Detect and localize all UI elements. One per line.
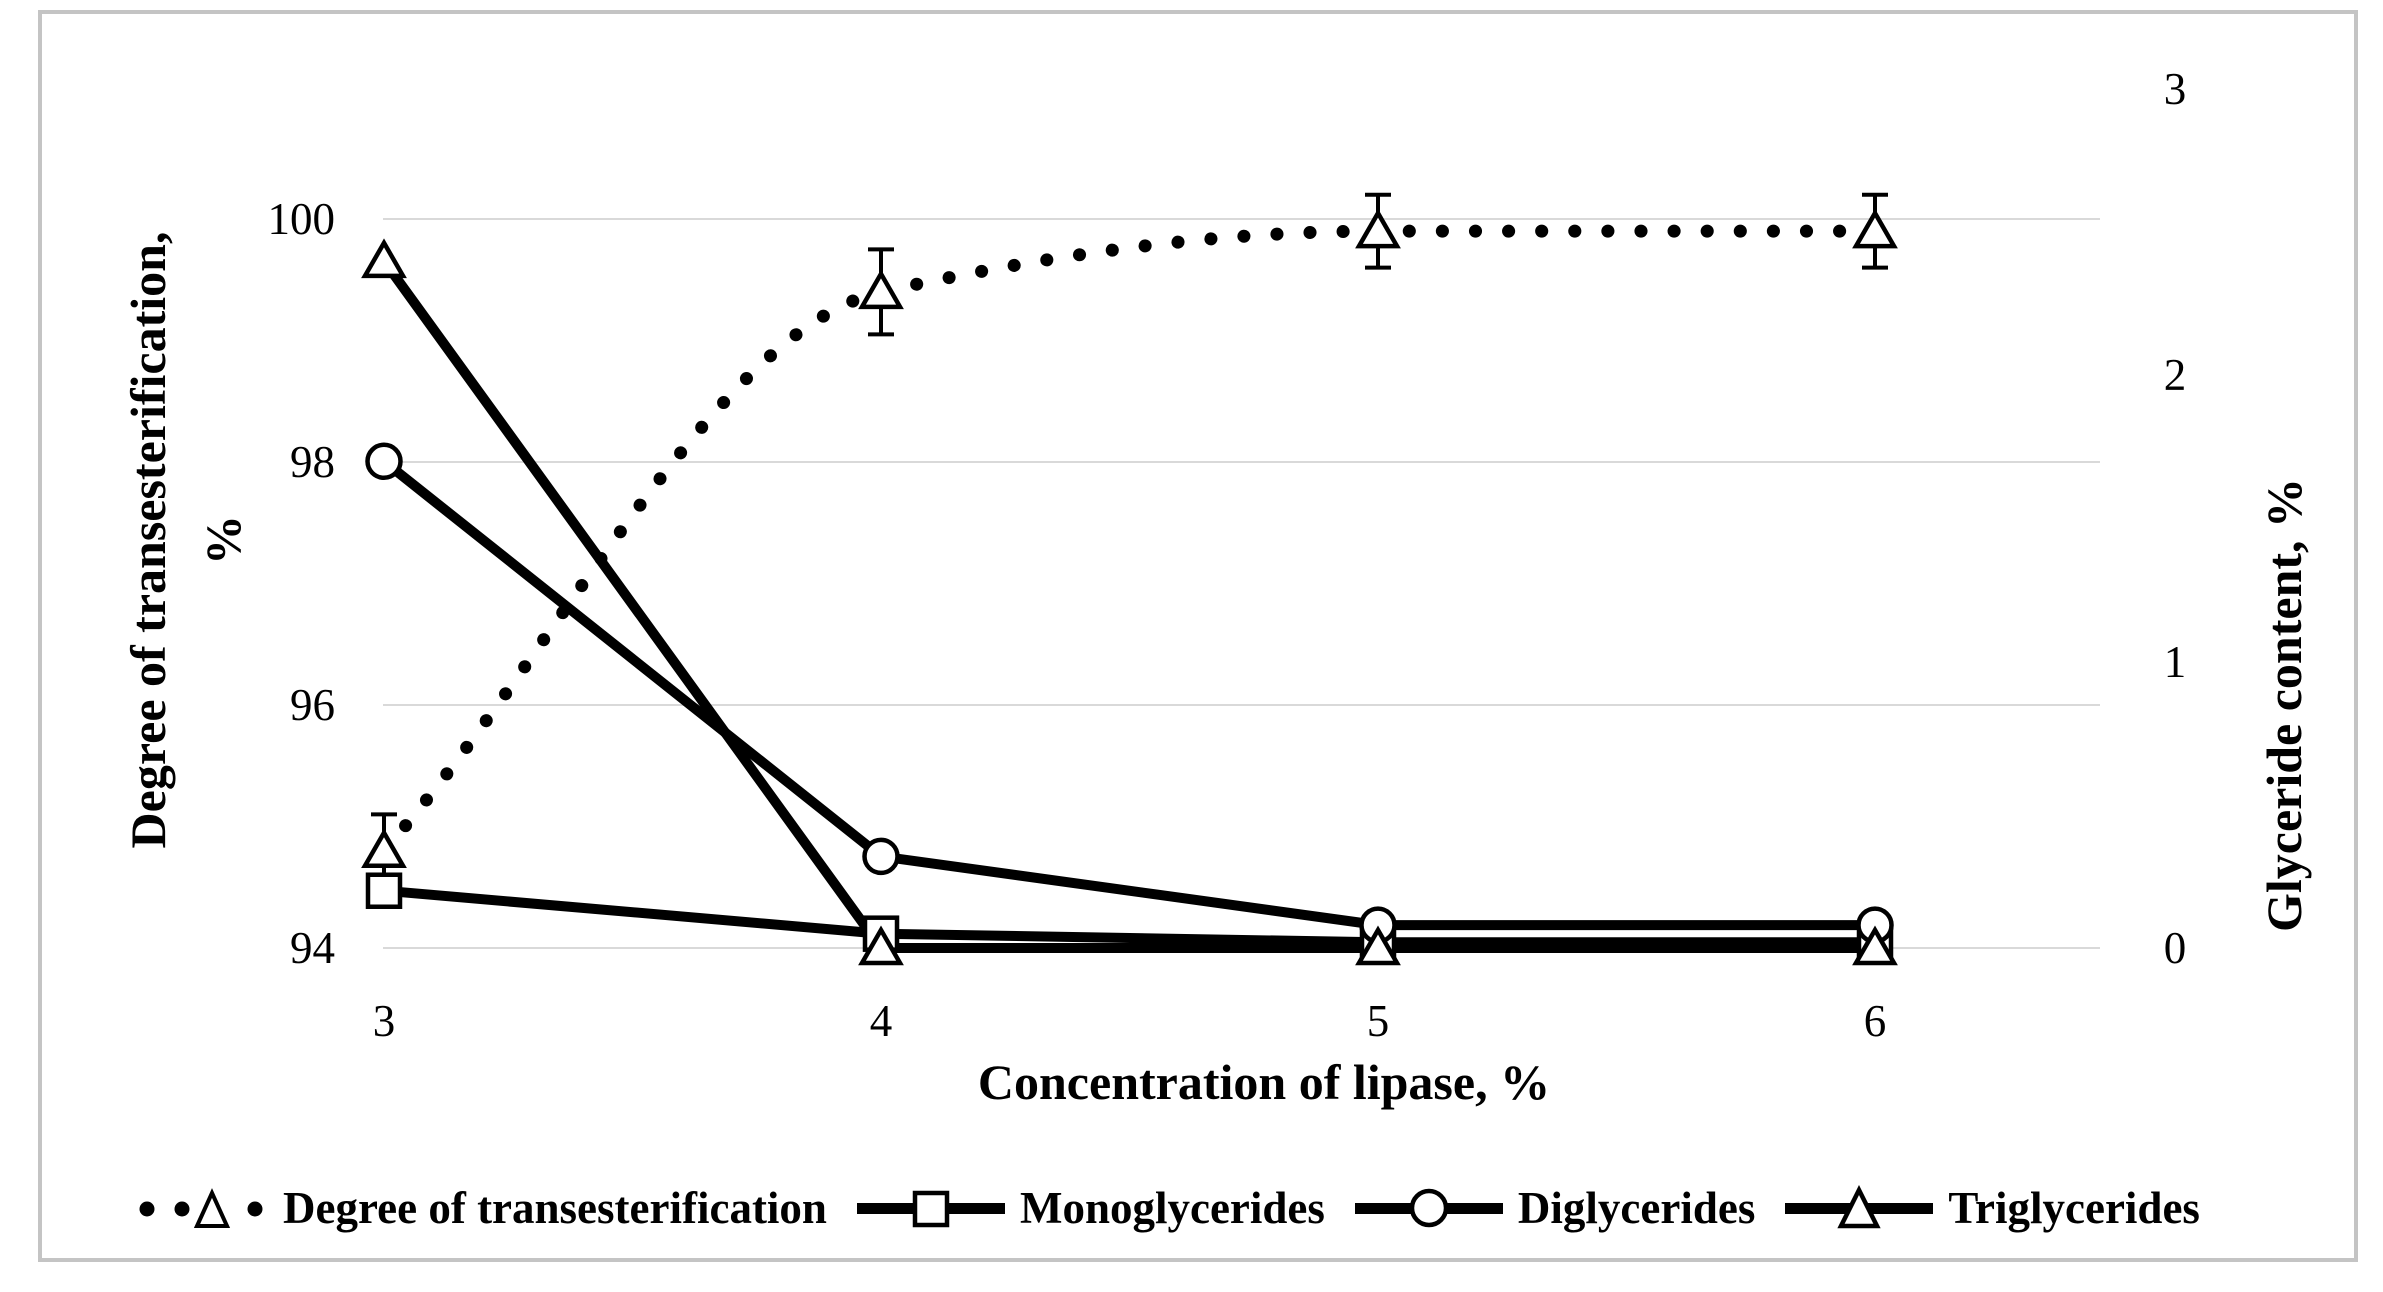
- right-axis-tick-label: 3: [2163, 64, 2187, 115]
- legend-label-diglycerides: Diglycerides: [1517, 1183, 1756, 1233]
- x-axis-tick-label: 3: [372, 996, 396, 1046]
- circle-marker-series-2: [862, 837, 900, 876]
- right-axis-tick-label: 0: [2163, 923, 2187, 973]
- x-axis-tick-label: 5: [1366, 996, 1390, 1046]
- legend-label-degree: Degree of transesterification: [283, 1183, 827, 1233]
- left-axis-tick-label: 94: [290, 923, 335, 973]
- triangle-marker-series-3: [1852, 925, 1898, 966]
- left-axis-title-line1: Degree of transesterification,: [120, 231, 176, 849]
- legend-item-triglycerides: Triglycerides: [1785, 1182, 2200, 1234]
- x-axis-title: Concentration of lipase, %: [977, 1054, 1551, 1110]
- series-line-0: [377, 224, 1882, 858]
- legend-item-monoglycerides: Monoglycerides: [856, 1182, 1325, 1234]
- legend-label-triglycerides: Triglycerides: [1948, 1183, 2200, 1233]
- triangle-marker-series-0: [361, 828, 407, 869]
- circle-marker-series-2: [365, 442, 403, 481]
- line-triangle-legend-icon: [1785, 1185, 1934, 1229]
- legend-label-monoglycerides: Monoglycerides: [1019, 1183, 1325, 1233]
- left-axis-title-line2: %: [195, 515, 251, 565]
- right-axis-title: Glyceride content, %: [2256, 477, 2312, 933]
- series-line-2: [380, 457, 1875, 931]
- square-marker-series-1: [365, 872, 403, 909]
- series-line-3: [379, 257, 1875, 953]
- series-line-1: [383, 885, 1875, 948]
- line-circle-legend-icon: [1354, 1188, 1503, 1228]
- triangle-marker-series-3: [858, 925, 904, 966]
- legend-item-diglycerides: Diglycerides: [1354, 1182, 1756, 1234]
- figure-border: [38, 10, 2358, 1262]
- legend-item-degree: Degree of transesterification: [138, 1182, 827, 1234]
- legend: Degree of transesterification Monoglycer…: [138, 1180, 2200, 1236]
- x-axis-tick-label: 6: [1863, 996, 1887, 1046]
- right-axis-tick-label: 2: [2163, 350, 2187, 401]
- left-axis-tick-label: 98: [290, 437, 335, 487]
- triangle-marker-series-3: [361, 238, 407, 279]
- left-axis-title: Degree of transesterification, %: [111, 232, 261, 849]
- line-square-legend-icon: [856, 1190, 1005, 1228]
- right-axis-tick-label: 1: [2163, 636, 2187, 687]
- triangle-marker-series-3: [1355, 925, 1401, 966]
- triangle-marker-series-0: [1355, 208, 1401, 249]
- triangle-marker-series-0: [858, 269, 904, 310]
- left-axis-tick-label: 100: [267, 194, 336, 244]
- triangle-marker-series-0: [1852, 208, 1898, 249]
- left-axis-tick-label: 96: [290, 680, 335, 730]
- dotted-triangle-legend-icon: [139, 1188, 263, 1228]
- x-axis-tick-label: 4: [869, 996, 893, 1046]
